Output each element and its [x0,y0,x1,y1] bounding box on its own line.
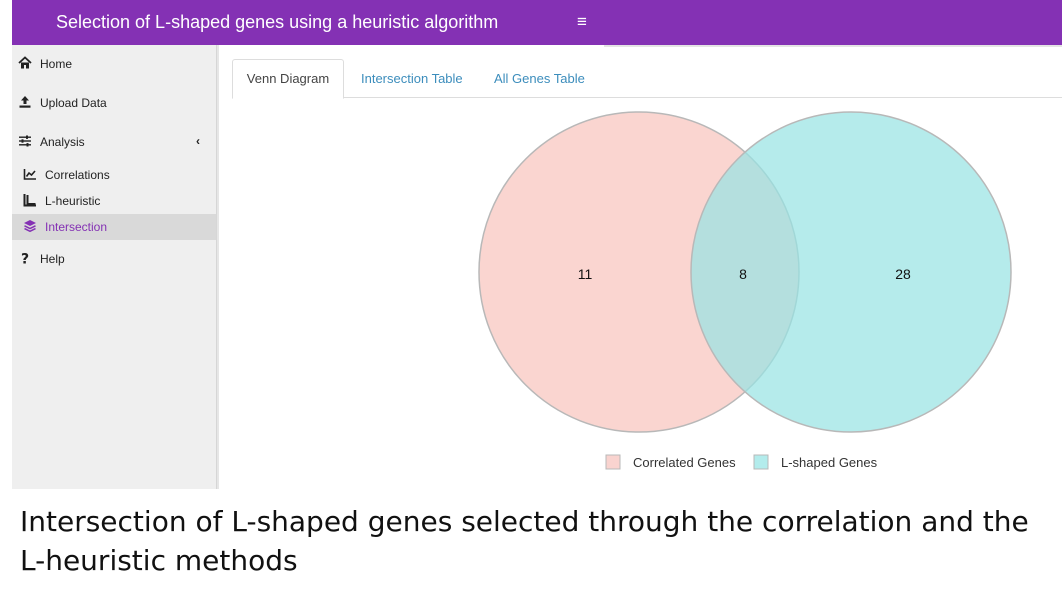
sidebar-item-label: Analysis [40,135,85,149]
venn-diagram-panel: 11 8 28 Correlated Genes L-shaped Genes [219,99,1062,489]
venn-circle-l-shaped [690,111,1012,433]
sidebar-item-l-heuristic[interactable]: L-heuristic [12,188,216,214]
sidebar-item-analysis[interactable]: Analysis ‹ [12,129,216,155]
upload-icon [19,96,31,108]
tab-intersection-table[interactable]: Intersection Table [361,71,463,86]
tab-all-genes-table[interactable]: All Genes Table [494,71,585,86]
tab-bar: Venn Diagram Intersection Table All Gene… [219,47,1062,99]
sidebar-item-label: Help [40,252,65,266]
sidebar-item-label: L-heuristic [45,194,101,208]
line-chart-icon [23,169,36,180]
app-window: Selection of L-shaped genes using a heur… [12,0,1062,489]
layers-icon [24,220,36,233]
venn-legend: Correlated Genes L-shaped Genes [605,454,878,470]
app-title: Selection of L-shaped genes using a heur… [56,12,499,32]
chevron-left-icon: ‹ [196,134,200,148]
sidebar-item-label: Correlations [45,168,110,182]
sidebar-item-label: Intersection [45,220,108,234]
home-icon [18,56,32,69]
sliders-icon [19,135,31,147]
figure-caption: Intersection of L-shaped genes selected … [20,505,1029,577]
sidebar: Home Upload Data Analysis ‹ [12,45,217,489]
header-divider [604,45,1062,47]
app-header: Selection of L-shaped genes using a heur… [12,0,1062,45]
sidebar-item-help[interactable]: ? Help [12,246,216,272]
legend-swatch-l-shaped [753,454,769,470]
l-shape-icon [23,194,36,207]
sidebar-toggle-button[interactable]: ≡ [572,9,592,35]
question-icon: ? [21,252,29,266]
sidebar-item-home[interactable]: Home [12,51,216,77]
hamburger-menu-icon: ≡ [577,12,587,31]
tab-bar-divider [232,97,1062,98]
main-content: Venn Diagram Intersection Table All Gene… [219,47,1062,489]
legend-label-l-shaped: L-shaped Genes [781,455,878,470]
venn-diagram: 11 8 28 Correlated Genes L-shaped Genes [478,111,1012,470]
legend-swatch-correlated [605,454,621,470]
venn-count-left-only: 11 [578,266,593,282]
tab-venn-diagram[interactable]: Venn Diagram [232,59,344,99]
sidebar-item-label: Upload Data [40,96,107,110]
sidebar-item-intersection[interactable]: Intersection [12,214,216,240]
sidebar-shadow [217,45,219,489]
venn-count-right-only: 28 [895,266,911,282]
sidebar-item-correlations[interactable]: Correlations [12,162,216,188]
sidebar-item-label: Home [40,57,73,71]
venn-count-overlap: 8 [739,266,747,282]
legend-label-correlated: Correlated Genes [633,455,736,470]
svg-text:?: ? [21,252,29,266]
sidebar-item-upload-data[interactable]: Upload Data [12,90,216,116]
